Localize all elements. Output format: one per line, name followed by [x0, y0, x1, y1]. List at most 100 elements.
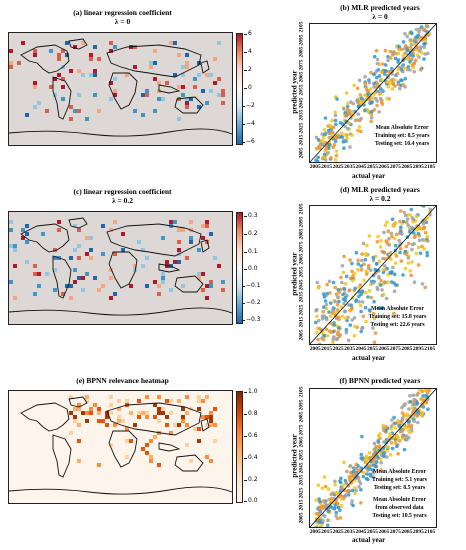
data-point	[407, 407, 411, 411]
relevance-cell	[209, 415, 213, 419]
data-point	[400, 64, 404, 69]
data-point	[398, 209, 403, 213]
panel-d-svg	[310, 206, 436, 344]
relevance-cell	[125, 427, 129, 431]
relevance-cell	[117, 419, 121, 423]
data-point	[363, 84, 368, 88]
relevance-cell	[73, 415, 77, 419]
data-point	[355, 86, 360, 91]
data-point	[408, 393, 412, 398]
data-point	[368, 467, 372, 471]
coefficient-cell	[53, 77, 57, 81]
data-point	[403, 66, 408, 71]
data-point	[374, 48, 379, 53]
data-point	[339, 275, 343, 280]
coefficient-cell	[93, 45, 97, 49]
data-point	[397, 238, 401, 243]
data-point	[339, 476, 343, 481]
data-point	[391, 81, 395, 85]
continent-outline	[174, 96, 204, 114]
data-point	[369, 268, 373, 272]
data-point	[316, 483, 321, 488]
y-tick-label: 2015	[298, 134, 305, 146]
data-point	[348, 464, 353, 468]
data-point	[314, 320, 318, 325]
data-point	[343, 124, 347, 129]
antarctica-outline	[9, 307, 232, 316]
coefficient-cell	[9, 65, 13, 69]
coefficient-cell	[145, 93, 149, 97]
data-point	[342, 460, 346, 465]
data-point	[394, 283, 398, 287]
data-point	[315, 314, 319, 319]
coefficient-cell	[205, 224, 209, 228]
data-point	[389, 231, 394, 236]
relevance-cell	[109, 403, 113, 407]
data-point	[343, 282, 348, 286]
coefficient-cell	[181, 93, 185, 97]
relevance-cell	[105, 415, 109, 419]
data-point	[419, 206, 424, 207]
coefficient-cell	[33, 105, 37, 109]
data-point	[360, 252, 364, 256]
cbar-tick: −0.3	[242, 316, 261, 323]
cbar-tick: −2	[242, 102, 255, 109]
data-point	[373, 453, 377, 457]
data-point	[315, 280, 320, 285]
data-point	[341, 483, 346, 487]
data-point	[362, 278, 366, 283]
coefficient-cell	[197, 276, 201, 280]
data-point	[409, 273, 413, 278]
coefficient-cell	[201, 224, 205, 228]
data-point	[399, 259, 404, 263]
x-tick-label: 2025	[332, 346, 344, 352]
y-tick-label: 2005	[298, 512, 305, 524]
data-point	[412, 399, 417, 404]
panel-e-map	[8, 390, 233, 504]
data-point	[348, 258, 352, 262]
coefficient-cell	[89, 256, 93, 260]
data-point	[393, 440, 398, 444]
data-point	[424, 389, 428, 392]
data-point	[401, 427, 405, 432]
data-point	[316, 138, 321, 142]
map-cells	[9, 220, 225, 300]
relevance-cell	[185, 443, 189, 447]
data-point	[414, 38, 418, 42]
data-point	[386, 75, 390, 80]
data-point	[402, 210, 407, 215]
data-point	[354, 298, 359, 302]
data-point	[379, 278, 383, 283]
data-point	[385, 80, 390, 84]
data-point	[423, 42, 427, 46]
relevance-cell	[209, 423, 213, 427]
data-point	[403, 266, 408, 271]
data-point	[378, 468, 383, 472]
y-tick-label: 2065	[298, 436, 305, 448]
continent-outline	[174, 454, 204, 472]
data-point	[379, 283, 383, 287]
coefficient-cell	[25, 240, 29, 244]
coefficient-cell	[161, 280, 165, 284]
data-point	[345, 136, 349, 140]
identity-line	[310, 206, 436, 344]
coefficient-cell	[185, 53, 189, 57]
data-point	[345, 107, 350, 112]
x-tick-label: 2045	[355, 164, 367, 170]
continent-outline	[108, 430, 138, 468]
data-point	[325, 333, 330, 338]
continent-outline	[200, 60, 210, 74]
data-point	[350, 499, 354, 503]
data-point	[361, 314, 366, 319]
mae-line: Mean Absolute Error	[372, 497, 427, 503]
coefficient-cell	[81, 276, 85, 280]
relevance-cell	[201, 399, 205, 403]
data-point	[348, 145, 352, 149]
panel-d-title-text: (d) MLR predicted years	[340, 185, 420, 194]
y-tick-label: 2015	[298, 499, 305, 511]
coefficient-cell	[69, 256, 73, 260]
data-point	[352, 83, 356, 88]
data-point	[334, 337, 339, 342]
data-point	[362, 470, 366, 475]
relevance-cell	[157, 407, 161, 411]
